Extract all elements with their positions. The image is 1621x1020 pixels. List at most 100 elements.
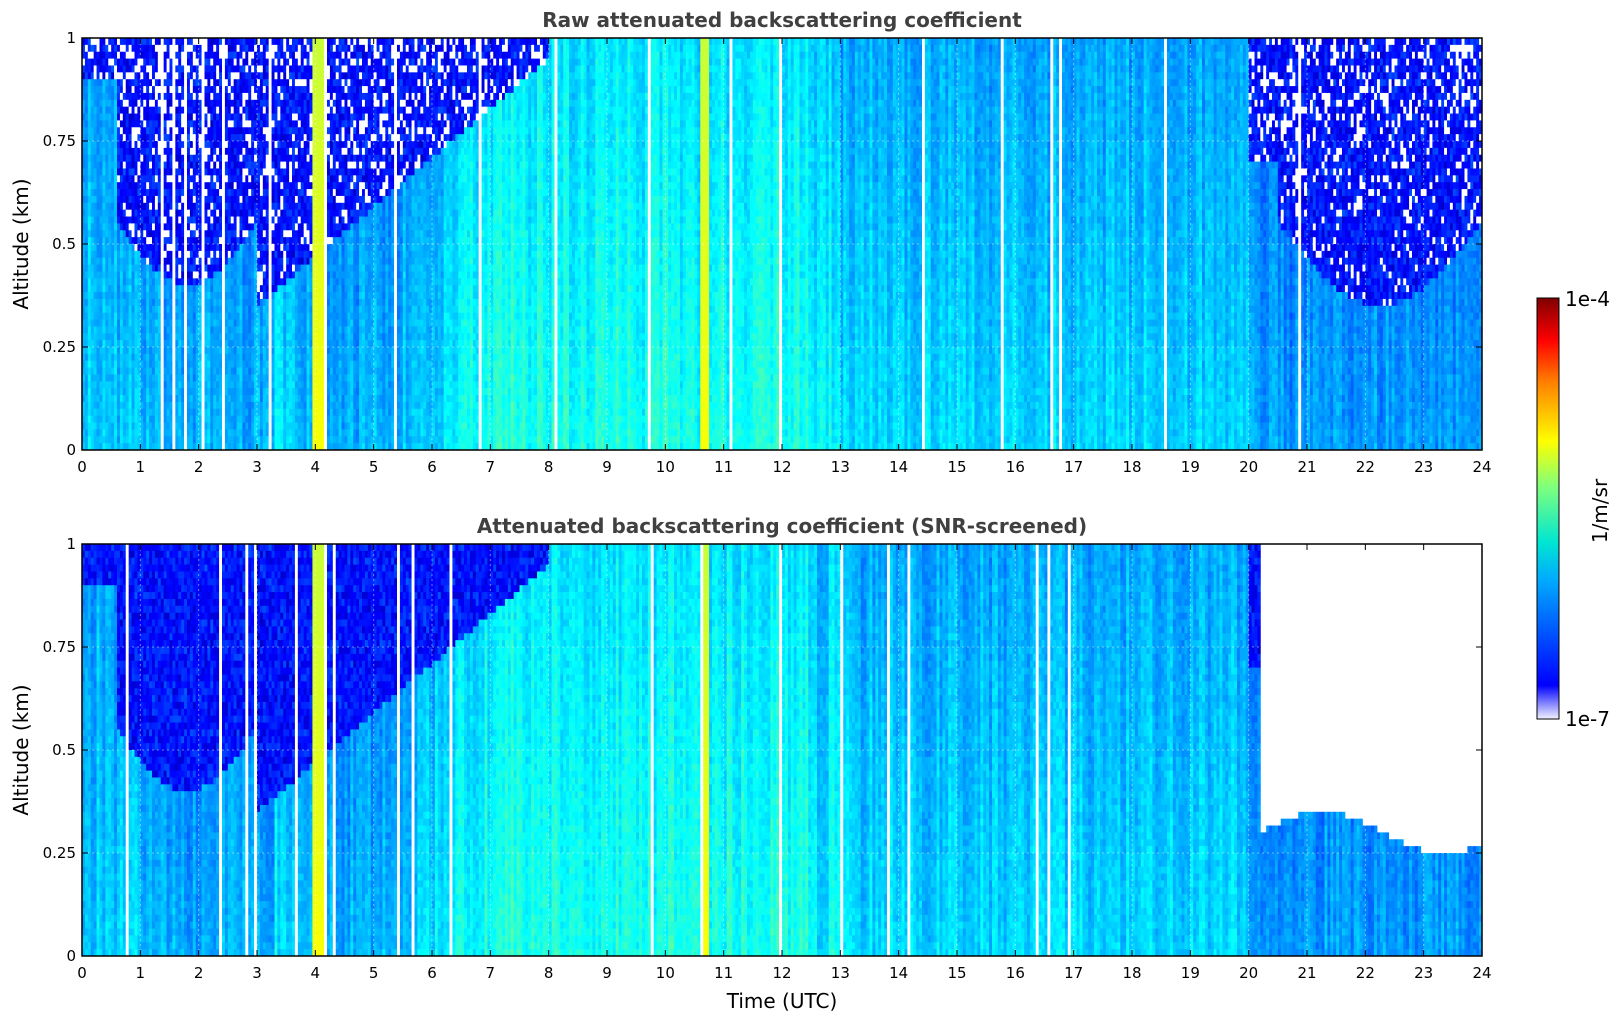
heatmap-cell (167, 127, 170, 134)
heatmap-cell (202, 251, 205, 258)
heatmap-cell (100, 285, 103, 292)
heatmap-cell (213, 265, 216, 272)
heatmap-cell (205, 182, 208, 189)
heatmap-cell (146, 306, 149, 313)
heatmap-cell (135, 402, 138, 409)
heatmap-cell (143, 278, 146, 285)
heatmap-cell (190, 72, 193, 79)
heatmap-cell (97, 155, 100, 162)
heatmap-cell (111, 155, 114, 162)
heatmap-cell (102, 59, 105, 66)
heatmap-cell (213, 45, 216, 52)
heatmap-cell (114, 361, 117, 368)
heatmap-cell (120, 189, 123, 196)
heatmap-cell (114, 155, 117, 162)
heatmap-cell (146, 388, 149, 395)
heatmap-cell (129, 395, 132, 402)
heatmap-cell (129, 292, 132, 299)
heatmap-cell (193, 395, 196, 402)
heatmap-cell (91, 361, 94, 368)
heatmap-cell (120, 168, 123, 175)
heatmap-cell (196, 52, 199, 59)
heatmap-cell (120, 251, 123, 258)
heatmap-cell (213, 436, 216, 443)
heatmap-cell (94, 100, 97, 107)
heatmap-cell (114, 278, 117, 285)
heatmap-cell (152, 409, 155, 416)
heatmap-cell (161, 38, 164, 45)
heatmap-cell (181, 107, 184, 114)
heatmap-cell (158, 395, 161, 402)
heatmap-cell (184, 299, 187, 306)
heatmap-cell (126, 93, 129, 100)
heatmap-cell (132, 86, 135, 93)
heatmap-cell (120, 203, 123, 210)
heatmap-cell (170, 210, 173, 217)
heatmap-cell (94, 52, 97, 59)
heatmap-cell (129, 265, 132, 272)
heatmap-cell (135, 100, 138, 107)
heatmap-cell (108, 38, 111, 45)
heatmap-cell (172, 38, 175, 45)
heatmap-cell (94, 436, 97, 443)
heatmap-cell (97, 217, 100, 224)
heatmap-cell (132, 313, 135, 320)
heatmap-cell (155, 210, 158, 217)
heatmap-cell (184, 203, 187, 210)
heatmap-cell (111, 347, 114, 354)
heatmap-cell (178, 292, 181, 299)
heatmap-cell (155, 114, 158, 121)
heatmap-cell (155, 86, 158, 93)
heatmap-cell (178, 381, 181, 388)
heatmap-cell (129, 244, 132, 251)
heatmap-cell (108, 326, 111, 333)
heatmap-cell (184, 244, 187, 251)
heatmap-cell (100, 45, 103, 52)
heatmap-cell (213, 65, 216, 72)
heatmap-cell (129, 340, 132, 347)
heatmap-cell (155, 416, 158, 423)
heatmap-cell (152, 423, 155, 430)
heatmap-cell (108, 409, 111, 416)
heatmap-cell (132, 114, 135, 121)
heatmap-cell (97, 59, 100, 66)
heatmap-cell (105, 251, 108, 258)
heatmap-cell (167, 429, 170, 436)
heatmap-cell (102, 203, 105, 210)
heatmap-cell (172, 271, 175, 278)
heatmap-cell (155, 313, 158, 320)
heatmap-cell (175, 381, 178, 388)
heatmap-cell (152, 251, 155, 258)
heatmap-cell (178, 388, 181, 395)
heatmap-cell (170, 402, 173, 409)
heatmap-cell (88, 120, 91, 127)
heatmap-cell (193, 237, 196, 244)
heatmap-cell (193, 86, 196, 93)
heatmap-cell (190, 148, 193, 155)
heatmap-cell (126, 120, 129, 127)
heatmap-cell (202, 326, 205, 333)
heatmap-cell (146, 59, 149, 66)
heatmap-cell (181, 86, 184, 93)
heatmap-cell (207, 388, 210, 395)
heatmap-cell (155, 368, 158, 375)
heatmap-cell (129, 120, 132, 127)
heatmap-cell (202, 258, 205, 265)
heatmap-cell (193, 368, 196, 375)
heatmap-cell (187, 175, 190, 182)
heatmap-cell (207, 59, 210, 66)
heatmap-cell (187, 265, 190, 272)
heatmap-cell (207, 196, 210, 203)
heatmap-cell (216, 45, 219, 52)
heatmap-cell (205, 333, 208, 340)
heatmap-cell (170, 299, 173, 306)
heatmap-cell (152, 52, 155, 59)
heatmap-cell (207, 148, 210, 155)
heatmap-cell (146, 237, 149, 244)
heatmap-cell (135, 210, 138, 217)
heatmap-cell (129, 93, 132, 100)
heatmap-cell (152, 402, 155, 409)
heatmap-cell (161, 182, 164, 189)
heatmap-cell (210, 333, 213, 340)
heatmap-cell (167, 278, 170, 285)
